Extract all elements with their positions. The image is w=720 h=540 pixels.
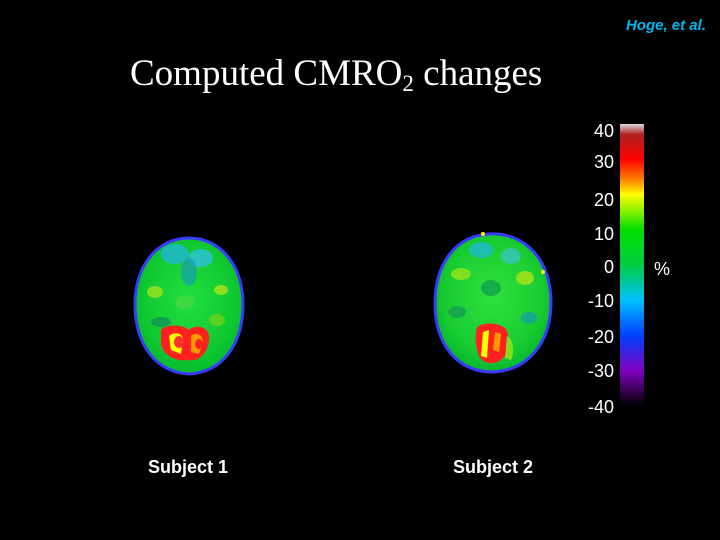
title-suffix: changes: [413, 53, 543, 94]
brain-map-subject-2: [433, 232, 553, 374]
colorbar-tick: 40: [593, 121, 614, 141]
colorbar-tick: -10: [587, 291, 614, 311]
colorbar-tick: -20: [587, 327, 614, 347]
title-main: Computed CMRO: [130, 53, 403, 94]
subject-1-label: Subject 1: [148, 457, 229, 477]
colorbar-tick: -30: [587, 361, 614, 381]
colorbar-unit: %: [654, 259, 671, 279]
page-title: Computed CMRO2 changes: [130, 52, 542, 97]
citation: Hoge, et al.: [625, 17, 706, 34]
colorbar-tick: 20: [593, 190, 614, 210]
colorbar: [620, 124, 644, 406]
colorbar-tick: 0: [603, 257, 614, 277]
colorbar-tick: 10: [593, 224, 614, 244]
colorbar-tick: 30: [593, 152, 614, 172]
colorbar-tick: -40: [587, 397, 614, 417]
brain-map-subject-1: [133, 236, 245, 376]
colorbar-gradient: [620, 124, 644, 406]
subject-2-label: Subject 2: [453, 457, 534, 477]
title-subscript: 2: [402, 71, 414, 96]
